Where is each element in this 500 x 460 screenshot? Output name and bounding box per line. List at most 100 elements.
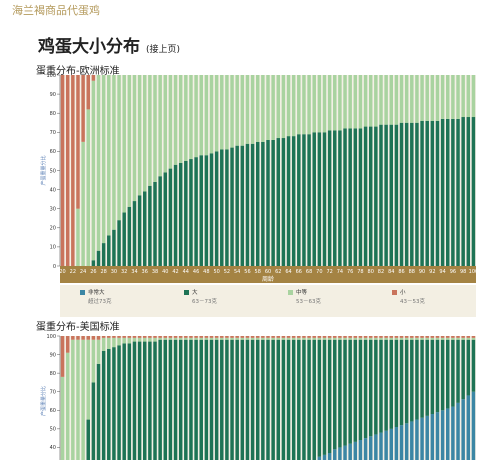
- bar-segment: [189, 159, 193, 266]
- bar-segment: [81, 336, 85, 340]
- bar-segment: [358, 339, 363, 440]
- bar-segment: [456, 336, 460, 338]
- x-axis-label: 周龄: [262, 275, 274, 283]
- bar-segment: [363, 438, 368, 460]
- bar-segment: [220, 149, 224, 266]
- bar-segment: [255, 75, 260, 142]
- bar-segment: [327, 337, 332, 340]
- bar-segment: [353, 337, 358, 340]
- x-tick-label: 62: [275, 269, 281, 275]
- bar-segment: [122, 343, 126, 460]
- x-tick-label: 88: [409, 269, 415, 275]
- bar-segment: [86, 339, 90, 420]
- bar-segment: [456, 118, 460, 266]
- bar-segment: [446, 75, 450, 119]
- bar-segment: [168, 337, 173, 340]
- bar-segment: [420, 417, 424, 460]
- x-tick-label: 46: [193, 269, 199, 275]
- bar-segment: [107, 337, 111, 349]
- bar-segment: [420, 336, 424, 338]
- x-tick-label: 24: [80, 269, 86, 275]
- bar-segment: [142, 341, 147, 460]
- bar-segment: [255, 336, 260, 338]
- bar-segment: [184, 160, 188, 266]
- bar-segment: [184, 75, 188, 161]
- bar-segment: [86, 109, 90, 266]
- bar-segment: [148, 336, 152, 338]
- bar-segment: [168, 168, 173, 266]
- bar-segment: [153, 337, 157, 342]
- bar-segment: [199, 337, 203, 340]
- bar-segment: [281, 336, 286, 338]
- bar-segment: [173, 75, 178, 165]
- bar-segment: [204, 339, 209, 460]
- page-title: 鸡蛋大小分布 (接上页): [38, 32, 180, 57]
- bar-segment: [117, 220, 121, 266]
- bar-segment: [404, 336, 409, 338]
- bar-segment: [71, 336, 75, 340]
- bar-segment: [276, 138, 281, 266]
- bar-segment: [446, 337, 450, 340]
- bar-segment: [415, 75, 419, 123]
- bar-segment: [189, 339, 193, 460]
- bar-segment: [81, 75, 85, 142]
- bar-segment: [158, 176, 162, 266]
- bar-segment: [86, 419, 90, 460]
- bar-segment: [220, 339, 224, 460]
- y-tick-label: 90: [50, 352, 56, 358]
- bar-segment: [420, 337, 424, 340]
- x-tick-label: 84: [388, 269, 394, 275]
- bar-segment: [451, 339, 455, 407]
- bar-segment: [461, 339, 465, 400]
- bar-segment: [107, 75, 111, 236]
- bar-segment: [327, 453, 332, 460]
- bar-segment: [276, 337, 281, 340]
- bar-segment: [312, 75, 316, 133]
- bar-segment: [338, 337, 342, 340]
- bar-segment: [363, 336, 368, 338]
- x-tick-label: 40: [162, 269, 168, 275]
- bar-segment: [153, 336, 157, 338]
- bar-segment: [456, 339, 460, 403]
- bar-segment: [374, 336, 378, 338]
- bar-segment: [91, 339, 96, 383]
- bar-segment: [76, 339, 80, 460]
- legend-label: 大: [192, 288, 198, 296]
- bar-segment: [430, 75, 435, 121]
- x-tick-label: 54: [234, 269, 240, 275]
- x-tick-label: 64: [285, 269, 291, 275]
- bar-segment: [199, 155, 203, 266]
- bar-segment: [271, 337, 275, 340]
- y-tick-label: 0: [53, 264, 56, 270]
- continued-note: (接上页): [146, 45, 181, 55]
- bar-segment: [158, 337, 162, 340]
- bar-segment: [266, 337, 270, 340]
- bar-segment: [322, 337, 327, 340]
- bar-segment: [281, 337, 286, 340]
- bar-segment: [173, 339, 178, 460]
- bar-segment: [307, 134, 311, 266]
- bar-segment: [178, 75, 183, 163]
- bar-segment: [178, 337, 183, 340]
- x-tick-label: 30: [111, 269, 117, 275]
- bar-segment: [384, 339, 388, 431]
- bar-segment: [240, 75, 245, 146]
- bar-segment: [302, 339, 306, 460]
- bar-segment: [101, 350, 106, 460]
- bar-segment: [117, 75, 121, 221]
- bar-segment: [168, 75, 173, 169]
- bar-segment: [76, 336, 80, 340]
- legend-range: 53－63克: [296, 298, 321, 305]
- bar-segment: [91, 382, 96, 460]
- bar-segment: [399, 75, 404, 123]
- bar-segment: [312, 132, 316, 266]
- bar-segment: [333, 75, 337, 131]
- bar-segment: [132, 201, 137, 266]
- bar-segment: [358, 336, 363, 338]
- bar-segment: [261, 141, 265, 266]
- bar-segment: [127, 343, 132, 460]
- bar-segment: [410, 337, 414, 340]
- bar-segment: [225, 149, 229, 266]
- bar-segment: [178, 162, 183, 266]
- bar-segment: [122, 337, 126, 344]
